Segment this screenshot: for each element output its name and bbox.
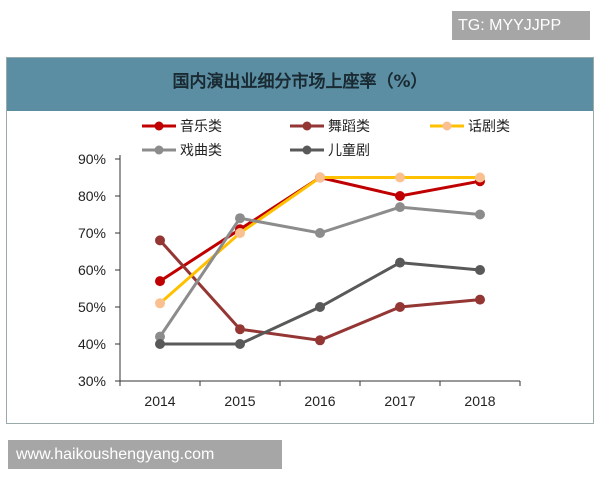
legend-marker: [154, 145, 164, 155]
data-point: [395, 302, 405, 312]
legend-label: 舞蹈类: [328, 119, 370, 135]
data-point: [155, 298, 165, 309]
y-tick-label: 70%: [78, 225, 106, 241]
y-tick-label: 30%: [78, 373, 106, 389]
data-point: [475, 172, 485, 183]
y-tick-label: 40%: [78, 336, 106, 352]
data-point: [395, 202, 405, 213]
series-line-3: [159, 176, 480, 305]
y-tick-label: 80%: [78, 188, 106, 204]
data-point: [475, 209, 485, 220]
legend-label: 戏曲类: [180, 143, 222, 159]
data-point: [235, 228, 245, 238]
data-point: [395, 172, 405, 183]
watermark-bottom: www.haikoushengyang.com: [8, 440, 282, 469]
x-tick-label: 2015: [224, 393, 255, 409]
legend-marker: [302, 145, 312, 155]
data-point: [315, 335, 325, 346]
series-line-4: [158, 205, 481, 338]
data-point: [395, 257, 405, 268]
legend-label: 话剧类: [468, 119, 510, 135]
legend-marker: [302, 121, 312, 131]
x-tick-label: 2016: [304, 393, 335, 409]
x-tick-label: 2018: [464, 393, 495, 409]
data-point: [155, 276, 165, 287]
watermark-top: TG: MYYJJPP: [452, 11, 590, 40]
legend-marker: [442, 121, 452, 131]
x-tick-label: 2014: [144, 393, 175, 409]
data-point: [315, 172, 325, 183]
chart-title: 国内演出业细分市场上座率（%）: [7, 58, 593, 111]
data-point: [475, 294, 485, 305]
data-point: [155, 339, 165, 349]
data-point: [315, 228, 325, 238]
data-point: [395, 191, 405, 201]
legend-label: 儿童剧: [328, 142, 370, 159]
data-point: [155, 235, 165, 246]
data-point: [235, 339, 245, 349]
data-point: [315, 302, 325, 312]
legend-marker: [154, 121, 164, 131]
chart-frame: 国内演出业细分市场上座率（%）: [6, 57, 594, 424]
y-tick-label: 90%: [78, 151, 106, 167]
data-point: [475, 265, 485, 275]
series-line-2: [158, 239, 481, 342]
data-point: [235, 213, 245, 224]
data-point: [155, 331, 165, 342]
data-point: [235, 324, 245, 335]
legend-label: 音乐类: [180, 118, 222, 135]
y-tick-label: 60%: [78, 262, 106, 278]
y-tick-label: 50%: [78, 299, 106, 315]
x-tick-label: 2017: [384, 393, 415, 409]
